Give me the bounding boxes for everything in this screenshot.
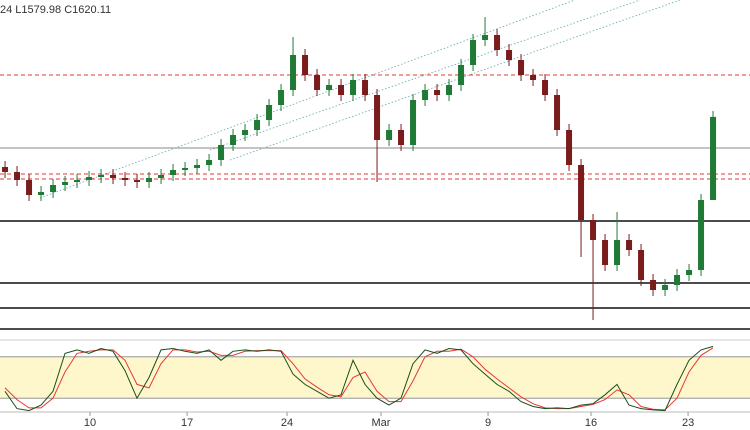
stoch-band <box>0 356 750 399</box>
candle-body <box>362 80 369 95</box>
channel-line <box>39 0 576 199</box>
candle-body <box>242 130 249 135</box>
candle-body <box>74 180 81 182</box>
candle-body <box>170 170 177 175</box>
candle-body <box>470 40 477 65</box>
candle-body <box>710 116 717 200</box>
candle-body <box>674 275 681 285</box>
candle-body <box>338 85 345 95</box>
candle-body <box>482 35 489 40</box>
candle-body <box>254 120 261 130</box>
trend-channel <box>39 0 681 199</box>
candle-body <box>98 175 105 177</box>
candle-body <box>50 185 57 192</box>
candle-body <box>542 80 549 95</box>
candle-body <box>626 240 633 250</box>
candle-body <box>638 250 645 280</box>
candle-body <box>422 90 429 100</box>
candle-body <box>554 95 561 130</box>
candle-body <box>26 180 33 195</box>
stoch-line <box>4 345 714 412</box>
candle-body <box>398 130 405 145</box>
candle-body <box>122 178 129 180</box>
candle-body <box>698 200 705 270</box>
candle-body <box>662 285 669 290</box>
candle-body <box>434 90 441 95</box>
candle-body <box>266 105 273 120</box>
candle-body <box>446 85 453 95</box>
candle-body <box>2 167 9 172</box>
candle-body <box>194 165 201 168</box>
candle-body <box>218 145 225 160</box>
candle-body <box>602 240 609 265</box>
channel-line <box>209 0 641 151</box>
candle-body <box>350 80 357 95</box>
candle-body <box>110 175 117 178</box>
candle-body <box>686 270 693 275</box>
candle-body <box>590 220 597 240</box>
candle-body <box>530 75 537 80</box>
candle-body <box>374 95 381 140</box>
candle-body <box>326 85 333 90</box>
candle-body <box>230 135 237 145</box>
candle-body <box>494 35 501 50</box>
candle-body <box>458 65 465 85</box>
candle-body <box>314 75 321 90</box>
candle-body <box>518 60 525 75</box>
ohlc-header: 24 L1579.98 C1620.11 <box>0 4 111 16</box>
candle-body <box>302 55 309 75</box>
candle-body <box>146 178 153 182</box>
candle-body <box>14 172 21 180</box>
stoch-line <box>4 347 714 411</box>
x-tick-label: 17 <box>181 417 193 429</box>
candle-body <box>86 177 93 180</box>
candle-body <box>278 90 285 105</box>
x-tick-label: 9 <box>485 417 491 429</box>
candle-body <box>578 165 585 220</box>
x-tick-label: Mar <box>372 417 391 429</box>
candle-body <box>206 160 213 165</box>
candle-body <box>566 130 573 165</box>
candle-body <box>614 240 621 265</box>
candle-body <box>650 280 657 290</box>
x-tick-label: 24 <box>281 417 293 429</box>
candle-body <box>506 50 513 60</box>
candle-body <box>290 55 297 90</box>
candle-body <box>386 130 393 140</box>
candle-body <box>38 192 45 195</box>
candle-body <box>410 100 417 145</box>
x-tick-label: 16 <box>585 417 597 429</box>
candle-body <box>62 182 69 185</box>
candle-body <box>182 168 189 170</box>
candle-body <box>158 175 165 178</box>
candle-body <box>134 180 141 182</box>
x-tick-label: 10 <box>84 417 96 429</box>
x-tick-label: 23 <box>682 417 694 429</box>
channel-line <box>229 0 681 161</box>
